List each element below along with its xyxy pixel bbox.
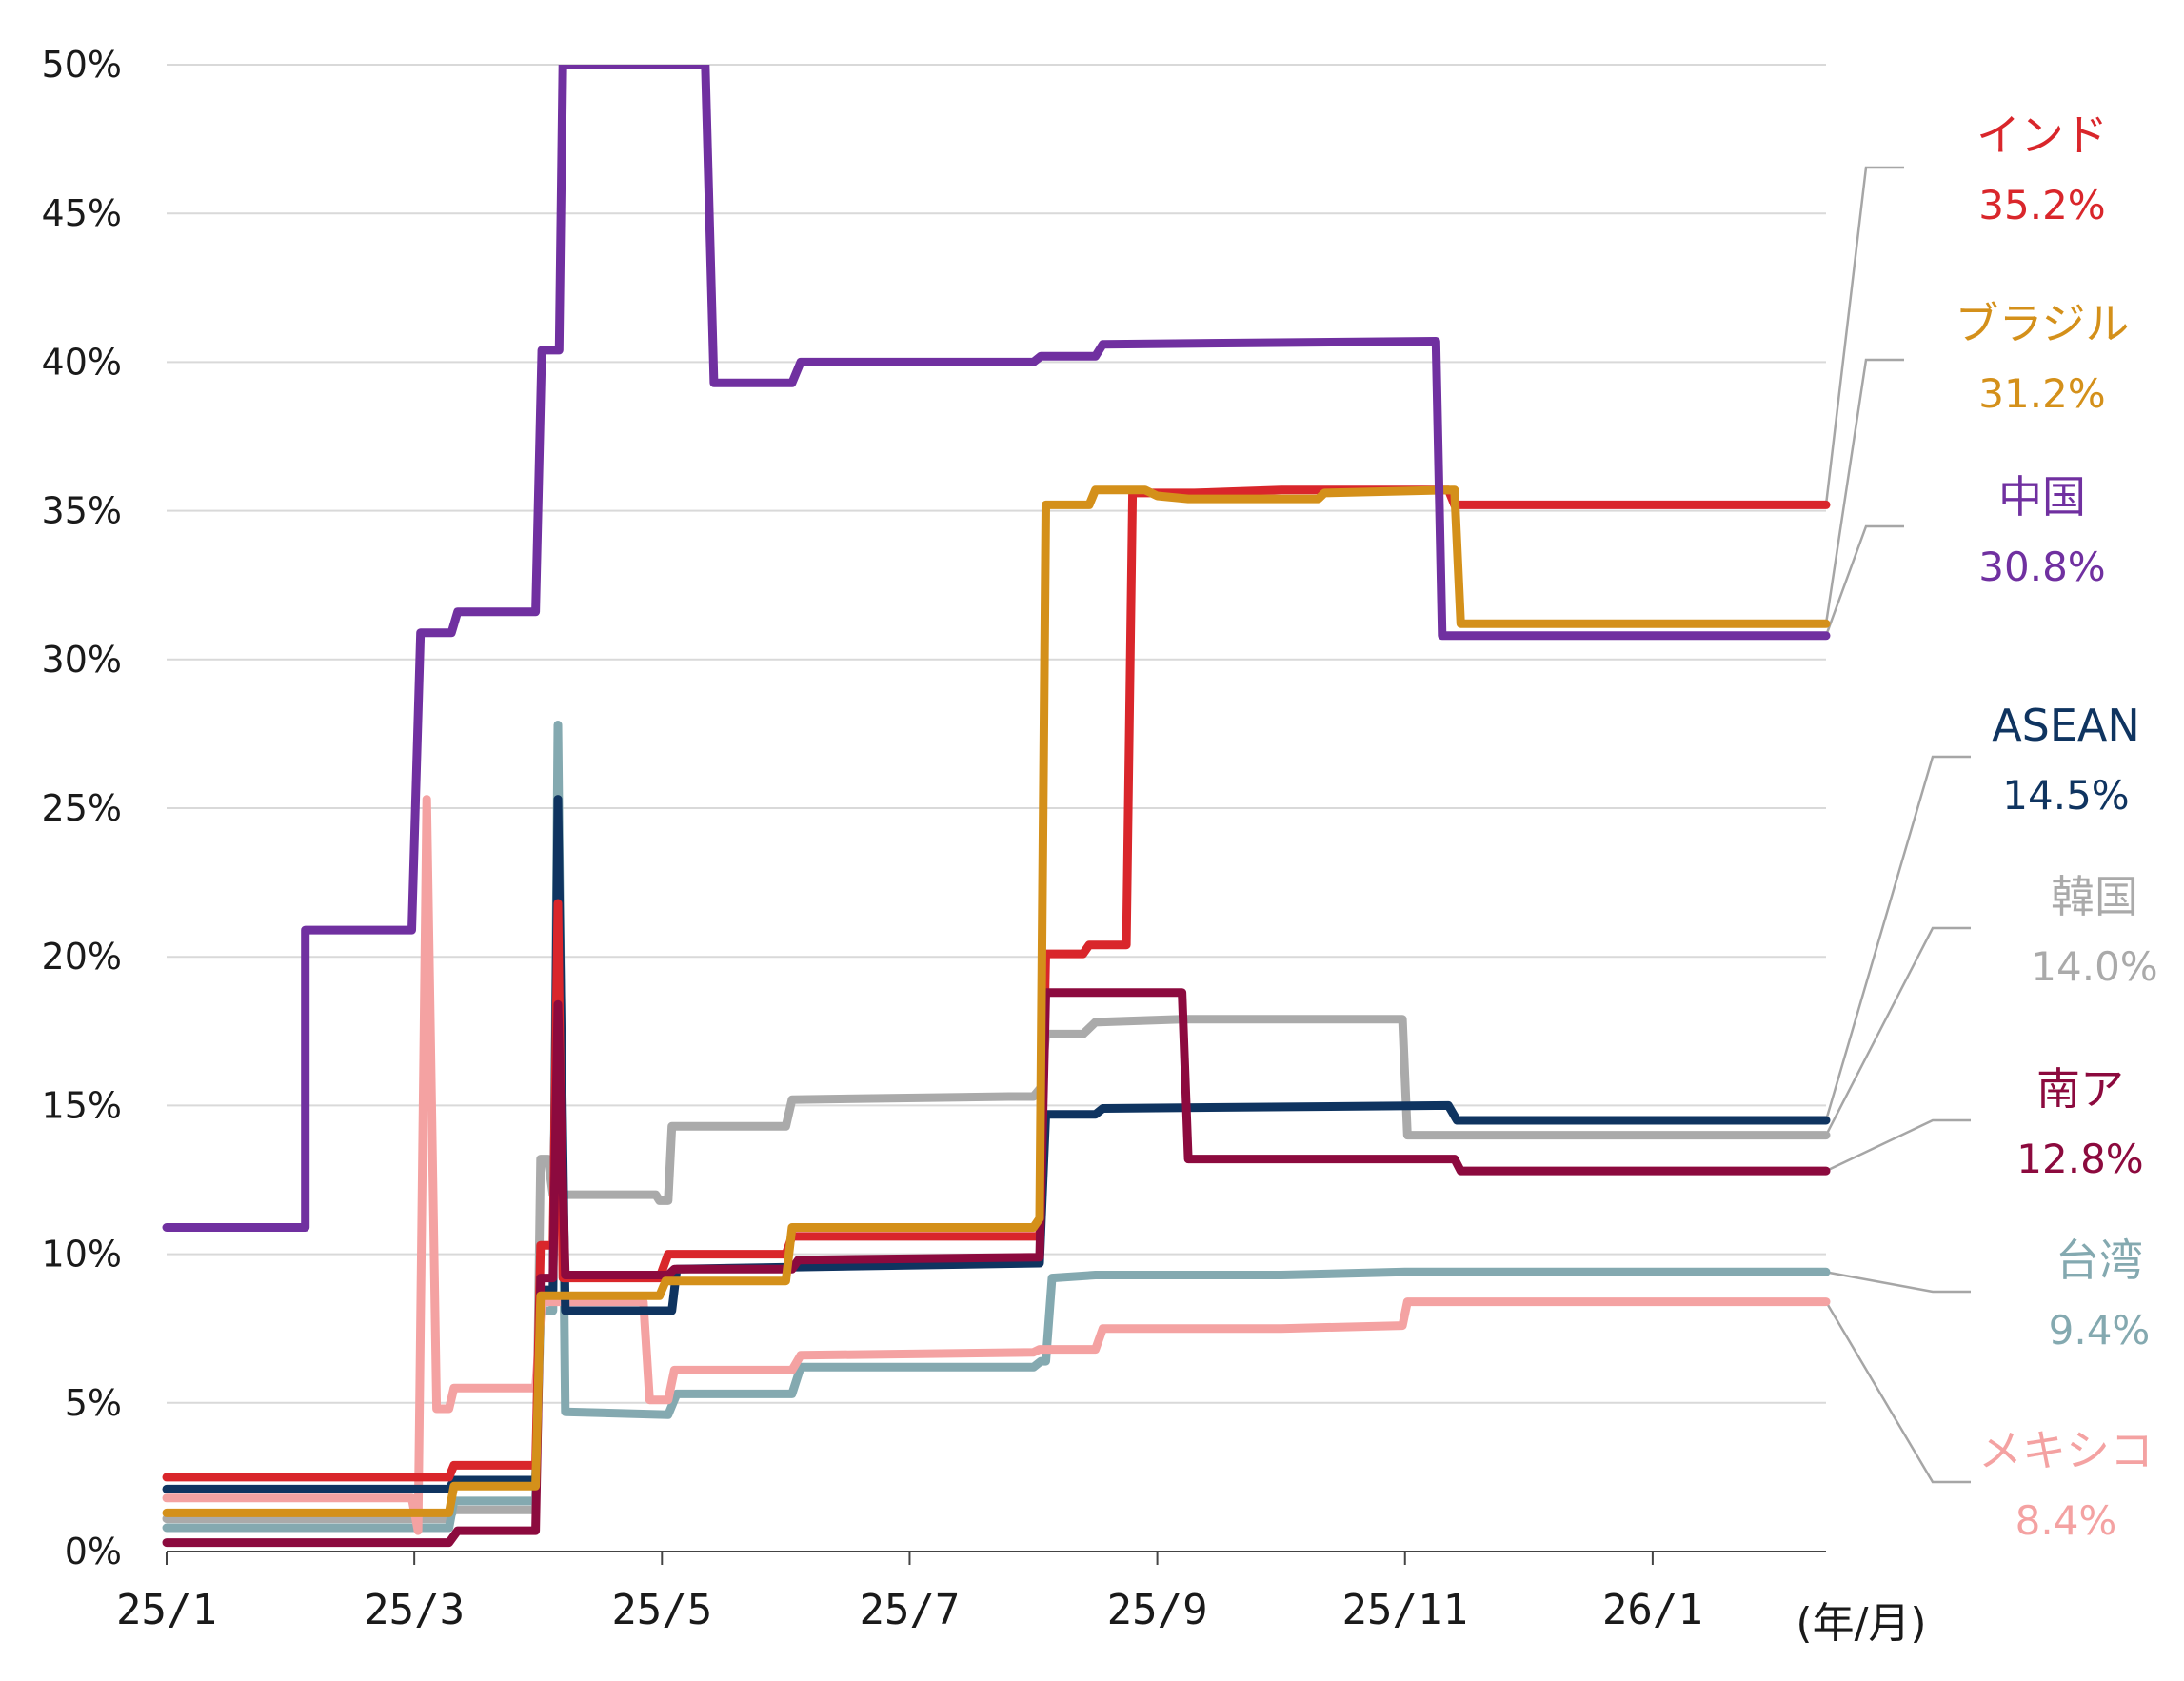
y-tick-label: 30% xyxy=(42,639,122,681)
leader-line-ASEAN xyxy=(1824,755,1971,1121)
series-label-name: 南ア xyxy=(2036,1063,2124,1115)
axis-layer: 0% 5% 10% 15% 20% 25% 30% 35% 40% 45% 50% 25/1 25/3 2… xyxy=(42,44,1927,1648)
series-line-中国 xyxy=(162,65,1831,1232)
leader-layer xyxy=(1824,166,1971,1484)
x-tick-label: 26/1 xyxy=(1602,1586,1703,1634)
x-tick-label: 25/9 xyxy=(1107,1586,1208,1634)
series-label-value: 30.8% xyxy=(1978,544,2105,590)
series-label-value: 14.5% xyxy=(2002,772,2129,819)
series-label-value: 12.8% xyxy=(2016,1136,2143,1182)
series-label-value: 8.4% xyxy=(2015,1497,2117,1544)
y-tick-label: 50% xyxy=(42,44,122,86)
x-tick-label: 25/1 xyxy=(116,1586,217,1634)
series-line-ブラジル xyxy=(162,485,1831,1517)
leader-line-南ア xyxy=(1825,1118,1971,1173)
series-label-name: ブラジル xyxy=(1955,298,2129,349)
x-tick-label: 25/7 xyxy=(859,1586,960,1634)
series-label-name: ASEAN xyxy=(1992,700,2140,751)
series-label-value: 35.2% xyxy=(1978,182,2105,228)
y-tick-label: 40% xyxy=(42,341,122,383)
x-unit-label: (年/月) xyxy=(1796,1599,1926,1648)
leader-line-ブラジル xyxy=(1824,358,1904,624)
x-tick-label: 25/3 xyxy=(364,1586,465,1634)
y-tick-label: 35% xyxy=(42,490,122,532)
leader-line-インド xyxy=(1824,166,1904,505)
series-layer xyxy=(162,65,1831,1548)
series-label-name: 台湾 xyxy=(2055,1235,2143,1286)
y-tick-label: 5% xyxy=(65,1382,122,1424)
leader-line-台湾 xyxy=(1825,1271,1971,1294)
legend-layer: 中国 30.8% インド 35.2% ブラジル 31.2% ASEAN 14.5% 韓国 14.0… xyxy=(1955,109,2157,1544)
leader-line-中国 xyxy=(1824,524,1904,637)
y-tick-label: 20% xyxy=(42,936,122,978)
series-label-name: メキシコ xyxy=(1978,1425,2154,1476)
y-tick-label: 45% xyxy=(42,192,122,234)
y-tick-label: 10% xyxy=(42,1234,122,1276)
series-line-メキシコ xyxy=(162,795,1831,1535)
series-label-value: 9.4% xyxy=(2049,1307,2151,1354)
grid-layer xyxy=(167,64,1826,1404)
x-tick-label: 25/5 xyxy=(611,1586,712,1634)
y-tick-label: 0% xyxy=(65,1531,122,1572)
series-line-南ア xyxy=(162,988,1831,1548)
series-label-value: 31.2% xyxy=(1978,370,2105,417)
series-label-name: 中国 xyxy=(1998,471,2086,523)
x-tick-label: 25/11 xyxy=(1342,1586,1468,1634)
series-line-ASEAN xyxy=(162,795,1831,1493)
leader-line-メキシコ xyxy=(1824,1300,1971,1484)
series-label-name: インド xyxy=(1976,109,2108,161)
series-label-value: 14.0% xyxy=(2031,943,2157,990)
y-tick-label: 25% xyxy=(42,787,122,829)
y-tick-label: 15% xyxy=(42,1084,122,1126)
leader-line-韓国 xyxy=(1824,926,1971,1137)
series-label-name: 韓国 xyxy=(2051,871,2138,922)
